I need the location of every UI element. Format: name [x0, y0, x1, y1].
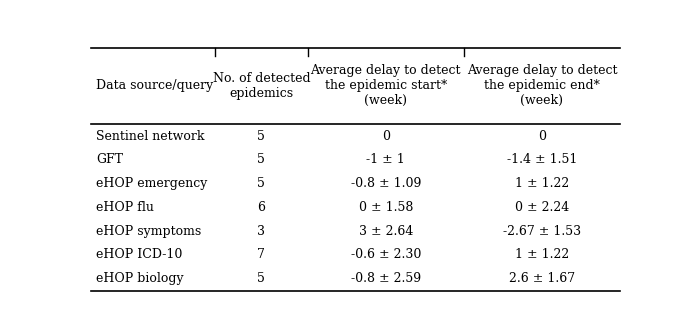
- Text: Average delay to detect
the epidemic start*
(week): Average delay to detect the epidemic sta…: [311, 64, 461, 107]
- Text: 5: 5: [257, 272, 265, 285]
- Text: -0.8 ± 1.09: -0.8 ± 1.09: [350, 177, 421, 190]
- Text: Sentinel network: Sentinel network: [96, 129, 204, 142]
- Text: Average delay to detect
the epidemic end*
(week): Average delay to detect the epidemic end…: [466, 64, 617, 107]
- Text: 3 ± 2.64: 3 ± 2.64: [359, 225, 413, 238]
- Text: Data source/query: Data source/query: [96, 79, 213, 92]
- Text: 7: 7: [257, 248, 265, 262]
- Text: -0.6 ± 2.30: -0.6 ± 2.30: [350, 248, 421, 262]
- Text: 0 ± 1.58: 0 ± 1.58: [359, 201, 413, 214]
- Text: 0: 0: [538, 129, 546, 142]
- Text: -0.8 ± 2.59: -0.8 ± 2.59: [350, 272, 421, 285]
- Text: -1.4 ± 1.51: -1.4 ± 1.51: [507, 153, 577, 166]
- Text: -1 ± 1: -1 ± 1: [366, 153, 405, 166]
- Text: 3: 3: [257, 225, 266, 238]
- Text: 0 ± 2.24: 0 ± 2.24: [515, 201, 569, 214]
- Text: No. of detected
epidemics: No. of detected epidemics: [212, 72, 310, 100]
- Text: eHOP flu: eHOP flu: [96, 201, 154, 214]
- Text: 0: 0: [382, 129, 390, 142]
- Text: 1 ± 1.22: 1 ± 1.22: [515, 177, 569, 190]
- Text: eHOP biology: eHOP biology: [96, 272, 184, 285]
- Text: -2.67 ± 1.53: -2.67 ± 1.53: [503, 225, 581, 238]
- Text: 5: 5: [257, 129, 265, 142]
- Text: eHOP ICD-10: eHOP ICD-10: [96, 248, 182, 262]
- Text: 6: 6: [257, 201, 266, 214]
- Text: eHOP emergency: eHOP emergency: [96, 177, 208, 190]
- Text: eHOP symptoms: eHOP symptoms: [96, 225, 201, 238]
- Text: GFT: GFT: [96, 153, 123, 166]
- Text: 1 ± 1.22: 1 ± 1.22: [515, 248, 569, 262]
- Text: 5: 5: [257, 153, 265, 166]
- Text: 2.6 ± 1.67: 2.6 ± 1.67: [509, 272, 575, 285]
- Text: 5: 5: [257, 177, 265, 190]
